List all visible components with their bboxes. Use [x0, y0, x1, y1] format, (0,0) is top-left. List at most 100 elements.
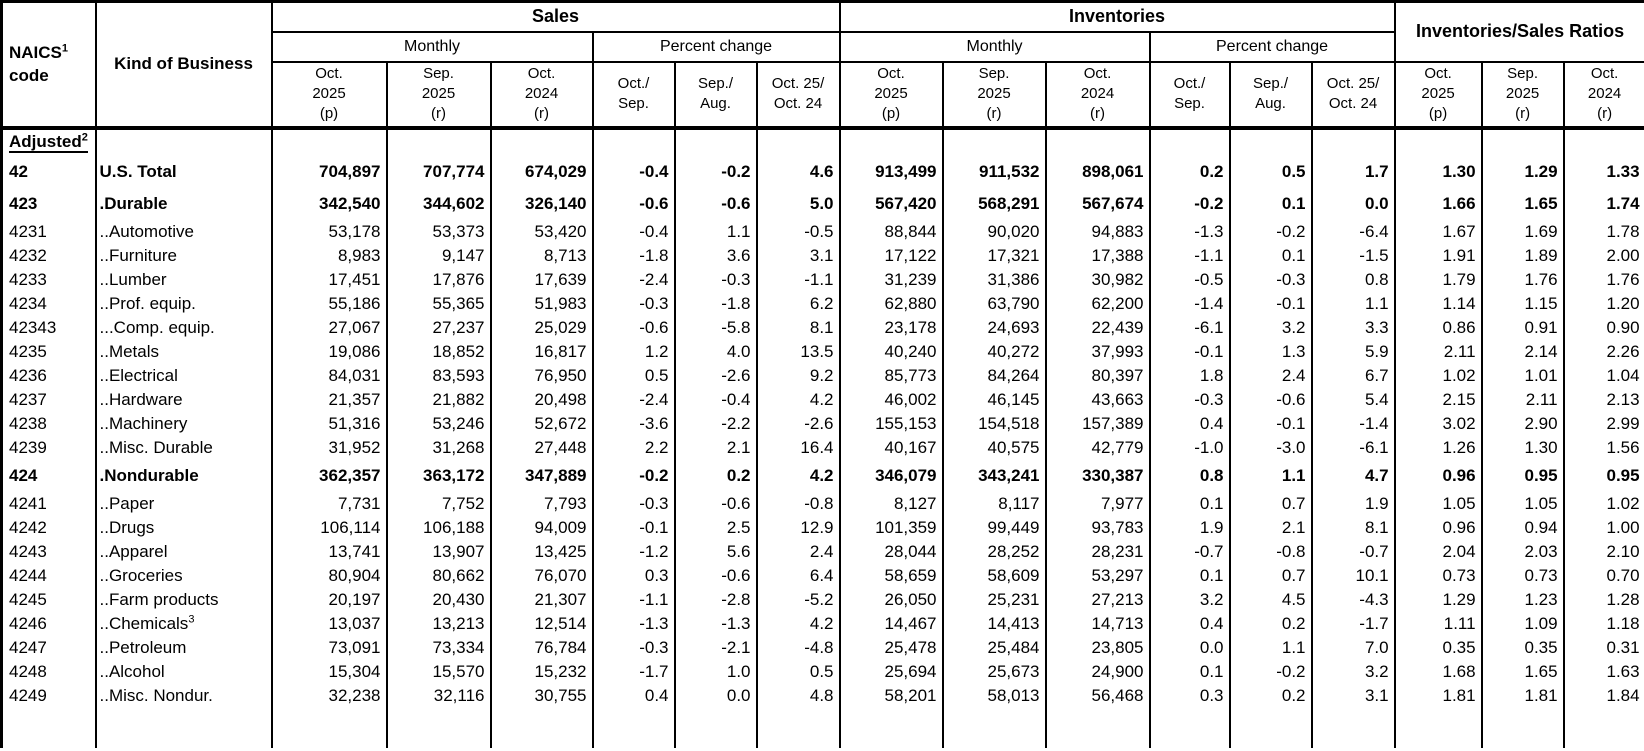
data-cell: -1.1: [1148, 243, 1231, 268]
data-cell: 568,291: [941, 187, 1047, 220]
data-cell: -1.4: [1310, 411, 1396, 436]
kind-of-business-cell: ..Automotive: [94, 219, 273, 244]
data-cell: 4.8: [755, 683, 841, 708]
data-cell: 10.1: [1310, 563, 1396, 588]
data-cell: 76,950: [489, 363, 594, 388]
data-cell: 2.90: [1480, 411, 1565, 436]
data-cell: 3.1: [1310, 683, 1396, 708]
table-row-4237: 4237 ..Hardware 21,357 21,882 20,498 -2.4 -0.4…: [0, 387, 1644, 412]
data-cell: 27,213: [1044, 587, 1151, 612]
data-cell: -1.8: [673, 291, 758, 316]
kind-of-business-cell: ..Metals: [94, 339, 273, 364]
data-cell: -0.6: [591, 187, 676, 220]
data-cell: 18,852: [385, 339, 492, 364]
data-cell: 28,252: [941, 539, 1047, 564]
naics-code: 4246: [9, 613, 47, 633]
table-row-4241: 4241 ..Paper 7,731 7,752 7,793 -0.3 -0.6 -0.8 8,…: [0, 491, 1644, 516]
kind-of-business-cell: ..Lumber: [94, 267, 273, 292]
data-cell: 93,783: [1044, 515, 1151, 540]
data-cell: 37,993: [1044, 339, 1151, 364]
table-row-filler: [0, 707, 1644, 748]
data-cell: -5.2: [755, 587, 841, 612]
data-cell: 1.05: [1480, 491, 1565, 516]
naics-code-cell: 4248: [0, 659, 97, 684]
data-cell: 363,172: [385, 459, 492, 492]
data-cell: -6.4: [1310, 219, 1396, 244]
naics-code-cell: 423: [0, 187, 97, 220]
kind-of-business-cell: ...Comp. equip.: [94, 315, 273, 340]
data-cell: 7,752: [385, 491, 492, 516]
data-cell: -3.6: [591, 411, 676, 436]
data-cell: 346,079: [838, 459, 944, 492]
data-cell: 58,201: [838, 683, 944, 708]
kind-of-business-label: ..Drugs: [99, 517, 155, 537]
data-cell: -0.8: [755, 491, 841, 516]
data-cell: 1.2: [591, 339, 676, 364]
data-cell: 0.5: [755, 659, 841, 684]
table-row-4243: 4243 ..Apparel 13,741 13,907 13,425 -1.2 5.6 2.…: [0, 539, 1644, 564]
data-cell: 17,451: [270, 267, 388, 292]
data-cell: 0.0: [1310, 187, 1396, 220]
kind-of-business-label: ..Furniture: [99, 245, 177, 265]
data-cell: 1.29: [1480, 155, 1565, 188]
empty-cell: [270, 127, 388, 156]
data-cell: 154,518: [941, 411, 1047, 436]
data-cell: -0.2: [1148, 187, 1231, 220]
empty-cell: [94, 707, 273, 748]
data-cell: -4.8: [755, 635, 841, 660]
naics-code: 42: [9, 161, 28, 181]
data-cell: -0.6: [673, 563, 758, 588]
empty-cell: [941, 127, 1047, 156]
empty-cell: [1148, 127, 1231, 156]
col-header-sales-oct-2025: Oct. 2025 (p): [270, 60, 388, 130]
kind-of-business-cell: ..Misc. Nondur.: [94, 683, 273, 708]
data-cell: 0.35: [1393, 635, 1483, 660]
data-cell: 0.90: [1562, 315, 1644, 340]
table-row-4249: 4249 ..Misc. Nondur. 32,238 32,116 30,755 0.4…: [0, 683, 1644, 708]
data-cell: -3.0: [1228, 435, 1313, 460]
data-cell: 4.6: [755, 155, 841, 188]
kind-of-business-label: ...Comp. equip.: [99, 317, 215, 337]
naics-code-cell: 4241: [0, 491, 97, 516]
data-cell: 326,140: [489, 187, 594, 220]
empty-cell: [673, 707, 758, 748]
data-cell: 28,231: [1044, 539, 1151, 564]
data-cell: 0.5: [591, 363, 676, 388]
data-cell: 2.04: [1393, 539, 1483, 564]
data-cell: 8,117: [941, 491, 1047, 516]
data-cell: 330,387: [1044, 459, 1151, 492]
empty-cell: [489, 707, 594, 748]
naics-code: 4249: [9, 685, 47, 705]
data-cell: 8.1: [755, 315, 841, 340]
kind-of-business-cell: ..Hardware: [94, 387, 273, 412]
data-cell: 58,013: [941, 683, 1047, 708]
data-cell: 27,237: [385, 315, 492, 340]
table-row-4231: 4231 ..Automotive 53,178 53,373 53,420 -0.4 1.…: [0, 219, 1644, 244]
kind-of-business-cell: ..Alcohol: [94, 659, 273, 684]
table-row-adjusted: Adjusted2: [0, 127, 1644, 156]
naics-code: 424: [9, 465, 38, 485]
kind-of-business-label: ..Chemicals: [99, 613, 189, 633]
data-cell: 1.04: [1562, 363, 1644, 388]
data-cell: 2.1: [1228, 515, 1313, 540]
naics-code: 4243: [9, 541, 47, 561]
data-cell: 25,231: [941, 587, 1047, 612]
data-cell: -1.3: [1148, 219, 1231, 244]
data-cell: 1.78: [1562, 219, 1644, 244]
kind-of-business-cell: ..Apparel: [94, 539, 273, 564]
data-cell: -0.4: [673, 387, 758, 412]
data-cell: 17,321: [941, 243, 1047, 268]
data-cell: -2.6: [755, 411, 841, 436]
data-cell: -0.2: [591, 459, 676, 492]
data-cell: 1.23: [1480, 587, 1565, 612]
data-cell: 14,413: [941, 611, 1047, 636]
data-cell: -4.3: [1310, 587, 1396, 612]
data-cell: 1.67: [1393, 219, 1483, 244]
data-cell: 8,127: [838, 491, 944, 516]
empty-cell: [385, 127, 492, 156]
data-cell: 1.1: [1228, 459, 1313, 492]
data-cell: 55,186: [270, 291, 388, 316]
data-cell: 14,713: [1044, 611, 1151, 636]
data-cell: 58,609: [941, 563, 1047, 588]
